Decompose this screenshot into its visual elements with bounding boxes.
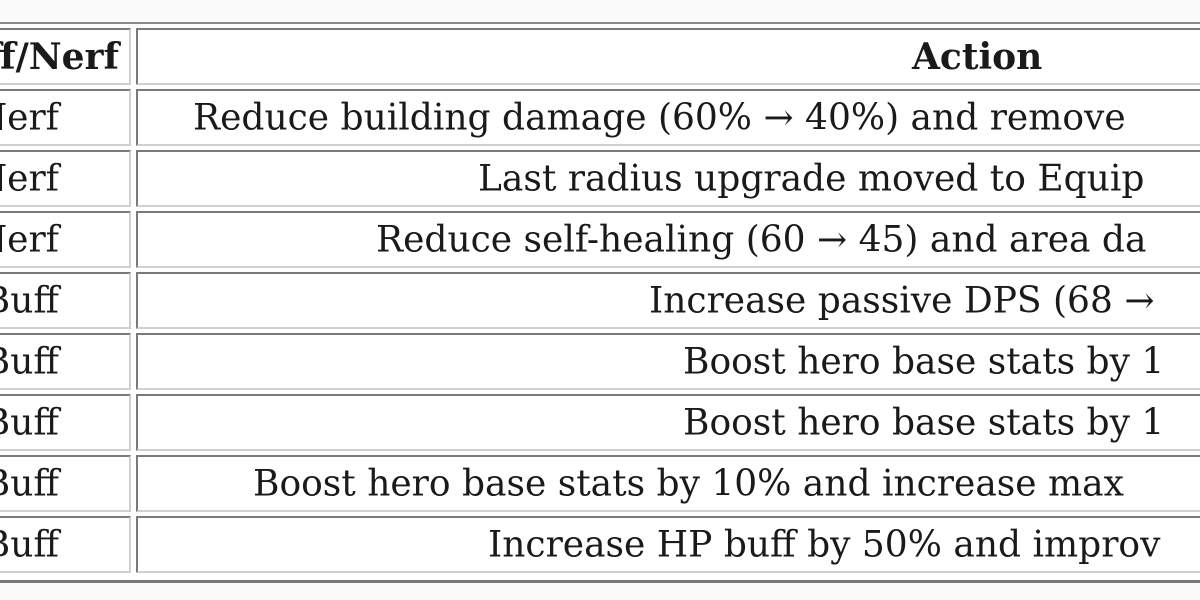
action-text: Last radius upgrade moved to Equip: [478, 158, 1145, 199]
cell-type: Buff: [0, 272, 131, 329]
cell-type: Buff: [0, 455, 131, 512]
type-label: Nerf: [0, 219, 59, 260]
type-label: Buff: [0, 280, 59, 321]
type-label: Buff: [0, 341, 59, 382]
type-label: Buff: [0, 524, 59, 565]
cell-action: Boost hero base stats by 1: [136, 333, 1200, 390]
header-cell-action: Action: [136, 28, 1200, 85]
cell-type: Buff: [0, 333, 131, 390]
action-text: Increase passive DPS (68 →: [649, 280, 1155, 321]
cell-action: Reduce building damage (60% → 40%) and r…: [136, 89, 1200, 146]
cell-type: Buff: [0, 394, 131, 451]
type-label: Nerf: [0, 97, 59, 138]
cell-action: Increase passive DPS (68 →: [136, 272, 1200, 329]
cell-type: Buff: [0, 516, 131, 573]
cell-type: Nerf: [0, 150, 131, 207]
header-cell-type: Buff/Nerf: [0, 28, 131, 85]
cell-action: Boost hero base stats by 10% and increas…: [136, 455, 1200, 512]
header-label: Buff/Nerf: [0, 35, 119, 78]
header-label: Action: [912, 35, 1043, 78]
cell-type: Nerf: [0, 89, 131, 146]
cell-action: Increase HP buff by 50% and improv: [136, 516, 1200, 573]
type-label: Buff: [0, 402, 59, 443]
cell-action: Reduce self-healing (60 → 45) and area d…: [136, 211, 1200, 268]
action-text: Boost hero base stats by 1: [683, 402, 1165, 443]
action-text: Boost hero base stats by 10% and increas…: [253, 463, 1124, 504]
type-label: Buff: [0, 463, 59, 504]
action-text: Boost hero base stats by 1: [683, 341, 1165, 382]
type-label: Nerf: [0, 158, 59, 199]
cell-action: Boost hero base stats by 1: [136, 394, 1200, 451]
action-text: Increase HP buff by 50% and improv: [488, 524, 1161, 565]
action-text: Reduce building damage (60% → 40%) and r…: [193, 97, 1126, 138]
cell-type: Nerf: [0, 211, 131, 268]
cell-action: Last radius upgrade moved to Equip: [136, 150, 1200, 207]
action-text: Reduce self-healing (60 → 45) and area d…: [376, 219, 1147, 260]
